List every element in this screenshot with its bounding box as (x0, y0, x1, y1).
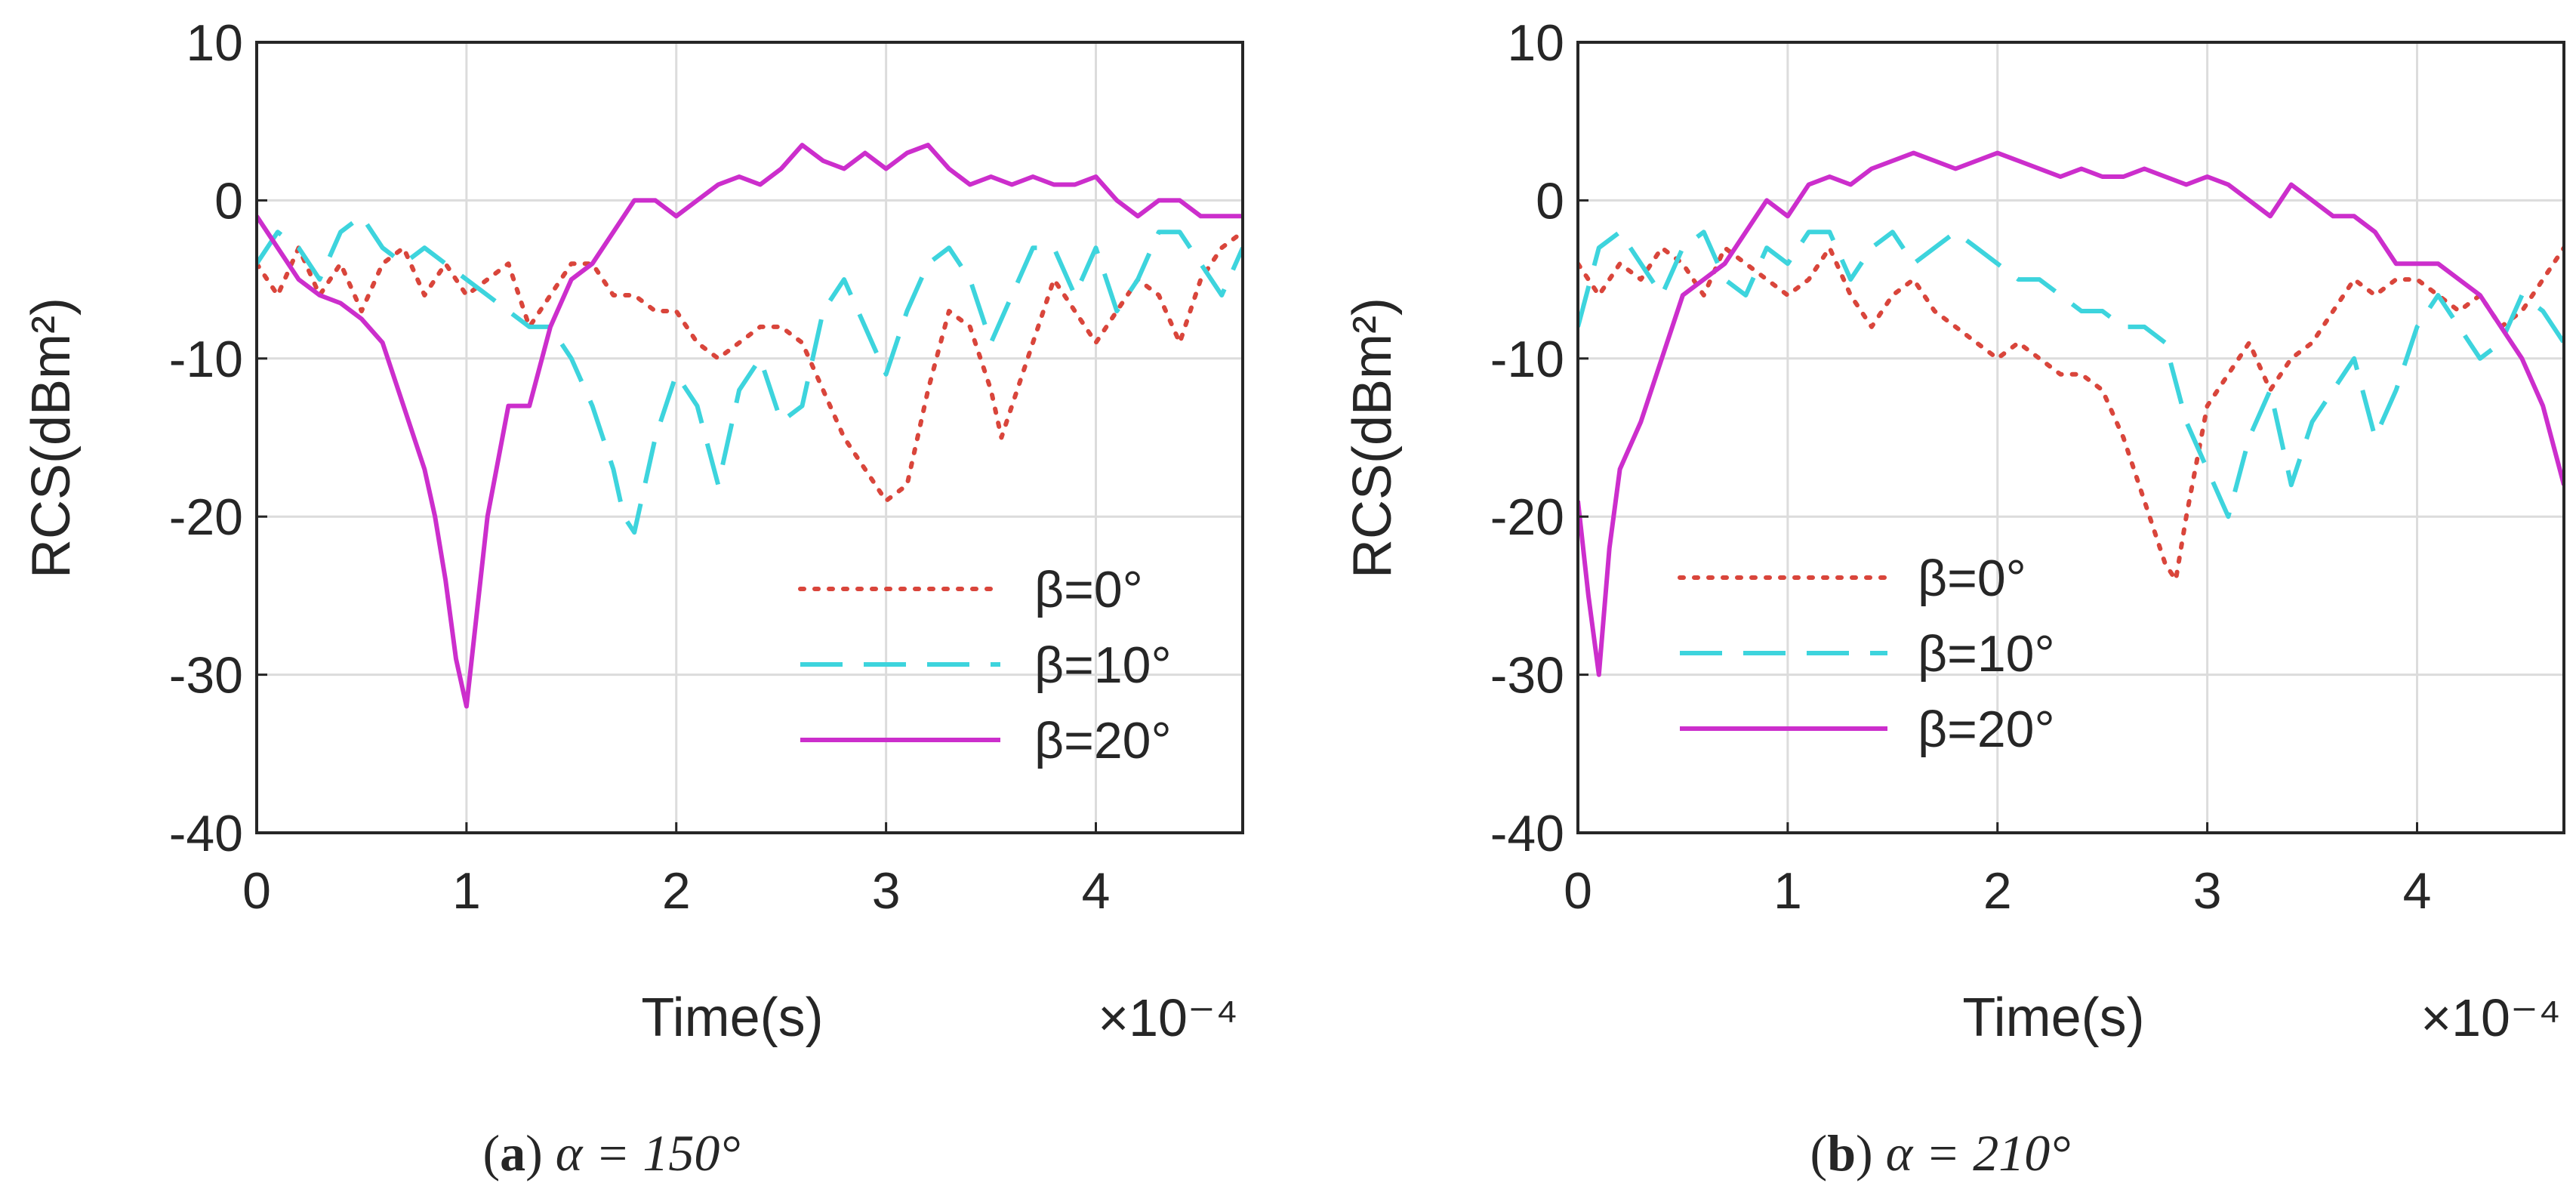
y-tick-label: -20 (169, 489, 243, 546)
y-tick-label: -40 (169, 805, 243, 862)
series-line-beta-2 (257, 143, 1243, 709)
x-axis-label: Time(s) (641, 988, 823, 1048)
caption-text: α = 210° (1886, 1124, 2071, 1182)
legend-label: β=0° (1918, 550, 2026, 607)
x-axis-label: Time(s) (1962, 988, 2144, 1048)
y-tick-label: 0 (1536, 172, 1564, 230)
legend-label: β=20° (1918, 701, 2055, 758)
grid (1576, 41, 2564, 834)
legend-label: β=10° (1918, 625, 2055, 683)
caption-letter: a (500, 1124, 525, 1182)
x-tick-label: 4 (1082, 862, 1111, 920)
x-tick-label: 3 (2193, 862, 2222, 920)
legend: β=0° β=10° β=20° (798, 561, 1172, 769)
y-tick-labels: 10 0 -10 -20 -30 -40 (1490, 14, 1588, 862)
x-tick-label: 1 (452, 862, 481, 920)
plot-frame (1576, 41, 2565, 834)
y-tick-labels: 10 0 -10 -20 -30 -40 (169, 14, 267, 862)
caption-text: α = 150° (556, 1124, 741, 1182)
x-tick-label: 0 (242, 862, 271, 920)
y-tick-label: 0 (214, 172, 243, 230)
plot-frame (255, 41, 1244, 834)
x-tick-labels: 0 1 2 3 4 (1564, 822, 2431, 920)
y-tick-label: 10 (186, 14, 243, 72)
legend-label: β=20° (1034, 712, 1172, 769)
x-tick-label: 2 (1983, 862, 2012, 920)
y-tick-label: 10 (1507, 14, 1564, 72)
legend-label: β=10° (1034, 636, 1172, 694)
y-tick-label: -30 (1490, 647, 1564, 704)
y-tick-label: -10 (1490, 331, 1564, 388)
series-group (257, 143, 1243, 709)
x-axis-multiplier: ×10⁻⁴ (1098, 988, 1238, 1047)
legend-label: β=0° (1034, 561, 1143, 618)
legend: β=0° β=10° β=20° (1678, 550, 2055, 758)
x-axis-multiplier: ×10⁻⁴ (2420, 988, 2561, 1047)
y-axis-label: RCS(dBm²) (21, 297, 82, 578)
x-tick-label: 3 (872, 862, 901, 920)
series-line-beta-0 (257, 230, 1243, 504)
x-tick-label: 4 (2403, 862, 2432, 920)
series-group (1578, 150, 2564, 677)
series-line-beta-0 (1578, 245, 2564, 582)
x-tick-labels: 0 1 2 3 4 (242, 822, 1110, 920)
y-tick-label: -40 (1490, 805, 1564, 862)
caption-a: (a) α = 150° (482, 1124, 740, 1182)
series-line-beta-1 (1578, 230, 2564, 519)
x-tick-label: 1 (1773, 862, 1802, 920)
y-axis-label: RCS(dBm²) (1342, 297, 1403, 578)
x-tick-label: 2 (662, 862, 691, 920)
series-line-beta-2 (1578, 150, 2564, 677)
series-line-beta-1 (257, 214, 1243, 535)
caption-b: (b) α = 210° (1810, 1124, 2071, 1182)
caption-letter: b (1827, 1124, 1856, 1182)
y-tick-label: -30 (169, 647, 243, 704)
x-tick-label: 0 (1564, 862, 1592, 920)
y-tick-label: -20 (1490, 489, 1564, 546)
y-tick-label: -10 (169, 331, 243, 388)
